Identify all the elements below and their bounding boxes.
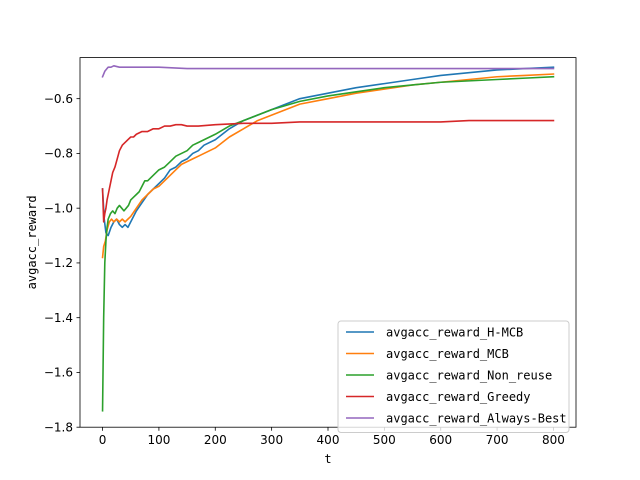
series-line-0	[101, 66, 555, 237]
legend-label: avgacc_reward_H-MCB	[386, 326, 523, 340]
x-tick-label: 100	[147, 433, 170, 447]
legend-label: avgacc_reward_MCB	[386, 347, 509, 361]
x-tick-label: 600	[429, 433, 452, 447]
x-tick-label: 400	[317, 433, 340, 447]
x-tick-label: 800	[542, 433, 565, 447]
series-line-3	[101, 119, 555, 223]
x-tick-label: 0	[99, 433, 107, 447]
x-axis-ticks: 0 100 200 300 400 500 600 700 800	[99, 427, 565, 447]
x-tick-label: 700	[486, 433, 509, 447]
series-line-4	[101, 65, 555, 78]
y-tick-label: −1.8	[44, 421, 73, 435]
plot-lines	[101, 65, 555, 412]
series-line-2	[101, 75, 555, 412]
y-axis-label: avgacc_reward	[25, 195, 39, 289]
y-tick-label: −1.2	[44, 256, 73, 270]
y-tick-label: −1.6	[44, 366, 73, 380]
legend: avgacc_reward_H-MCB avgacc_reward_MCBavga…	[337, 320, 570, 433]
y-tick-label: −1.4	[44, 311, 73, 325]
y-tick-label: −0.6	[44, 92, 73, 106]
legend-box	[337, 320, 570, 433]
legend-label: avgacc_reward_Non_reuse	[386, 369, 552, 383]
legend-label: avgacc_reward_Greedy	[386, 390, 531, 404]
y-tick-label: −1.0	[44, 201, 73, 215]
legend-label: avgacc_reward_Always-Best	[386, 412, 567, 426]
series-line-1	[101, 73, 555, 259]
x-axis-label: t	[324, 452, 331, 466]
x-tick-label: 500	[373, 433, 396, 447]
x-tick-label: 200	[204, 433, 227, 447]
y-tick-label: −0.8	[44, 147, 73, 161]
x-tick-label: 300	[260, 433, 283, 447]
y-axis-ticks: −1.8 −1.6 −1.4 −1.2 −1.0 −0.8 −0.6	[44, 92, 80, 435]
